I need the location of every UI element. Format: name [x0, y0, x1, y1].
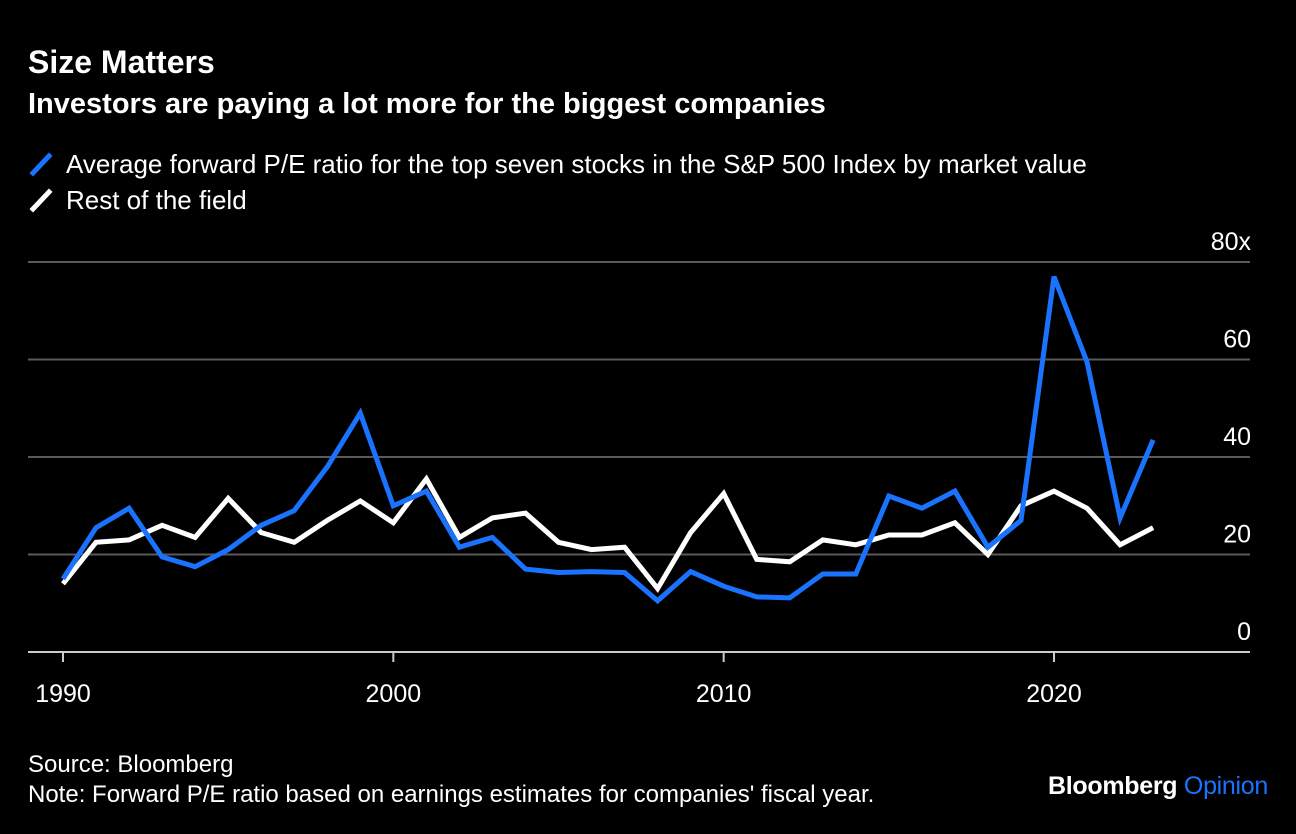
legend-item-top-seven: Average forward P/E ratio for the top se… — [28, 146, 1087, 182]
brand-logo-bloomberg: Bloomberg — [1048, 772, 1178, 800]
source-note: Source: Bloomberg — [28, 751, 234, 778]
series-line-top-seven — [60, 275, 1156, 605]
y-tick-label-40: 40 — [1223, 423, 1251, 451]
brand-logo: Bloomberg Opinion — [1048, 772, 1268, 801]
legend-swatch-white-slash-icon — [28, 187, 54, 213]
x-tick-label-2000: 2000 — [366, 680, 422, 708]
y-tick-label-20: 20 — [1223, 521, 1251, 549]
legend-label-rest-of-field: Rest of the field — [66, 184, 247, 215]
x-tick-label-2020: 2020 — [1026, 680, 1082, 708]
x-tick-label-1990: 1990 — [35, 680, 91, 708]
chart-title: Size Matters — [28, 44, 215, 80]
series-line-rest-of-field — [61, 474, 1155, 593]
footnote: Note: Forward P/E ratio based on earning… — [28, 781, 875, 808]
y-tick-label-0: 0 — [1237, 618, 1251, 646]
legend: Average forward P/E ratio for the top se… — [28, 146, 1087, 218]
y-tick-label-80: 80x — [1211, 228, 1252, 256]
legend-swatch-blue-slash-icon — [28, 151, 54, 177]
y-tick-label-60: 60 — [1223, 326, 1251, 354]
brand-logo-opinion: Opinion — [1183, 772, 1268, 800]
legend-label-top-seven: Average forward P/E ratio for the top se… — [66, 148, 1087, 179]
legend-item-rest-of-field: Rest of the field — [28, 182, 1087, 218]
x-tick-label-2010: 2010 — [696, 680, 752, 708]
chart-subtitle: Investors are paying a lot more for the … — [28, 88, 826, 120]
